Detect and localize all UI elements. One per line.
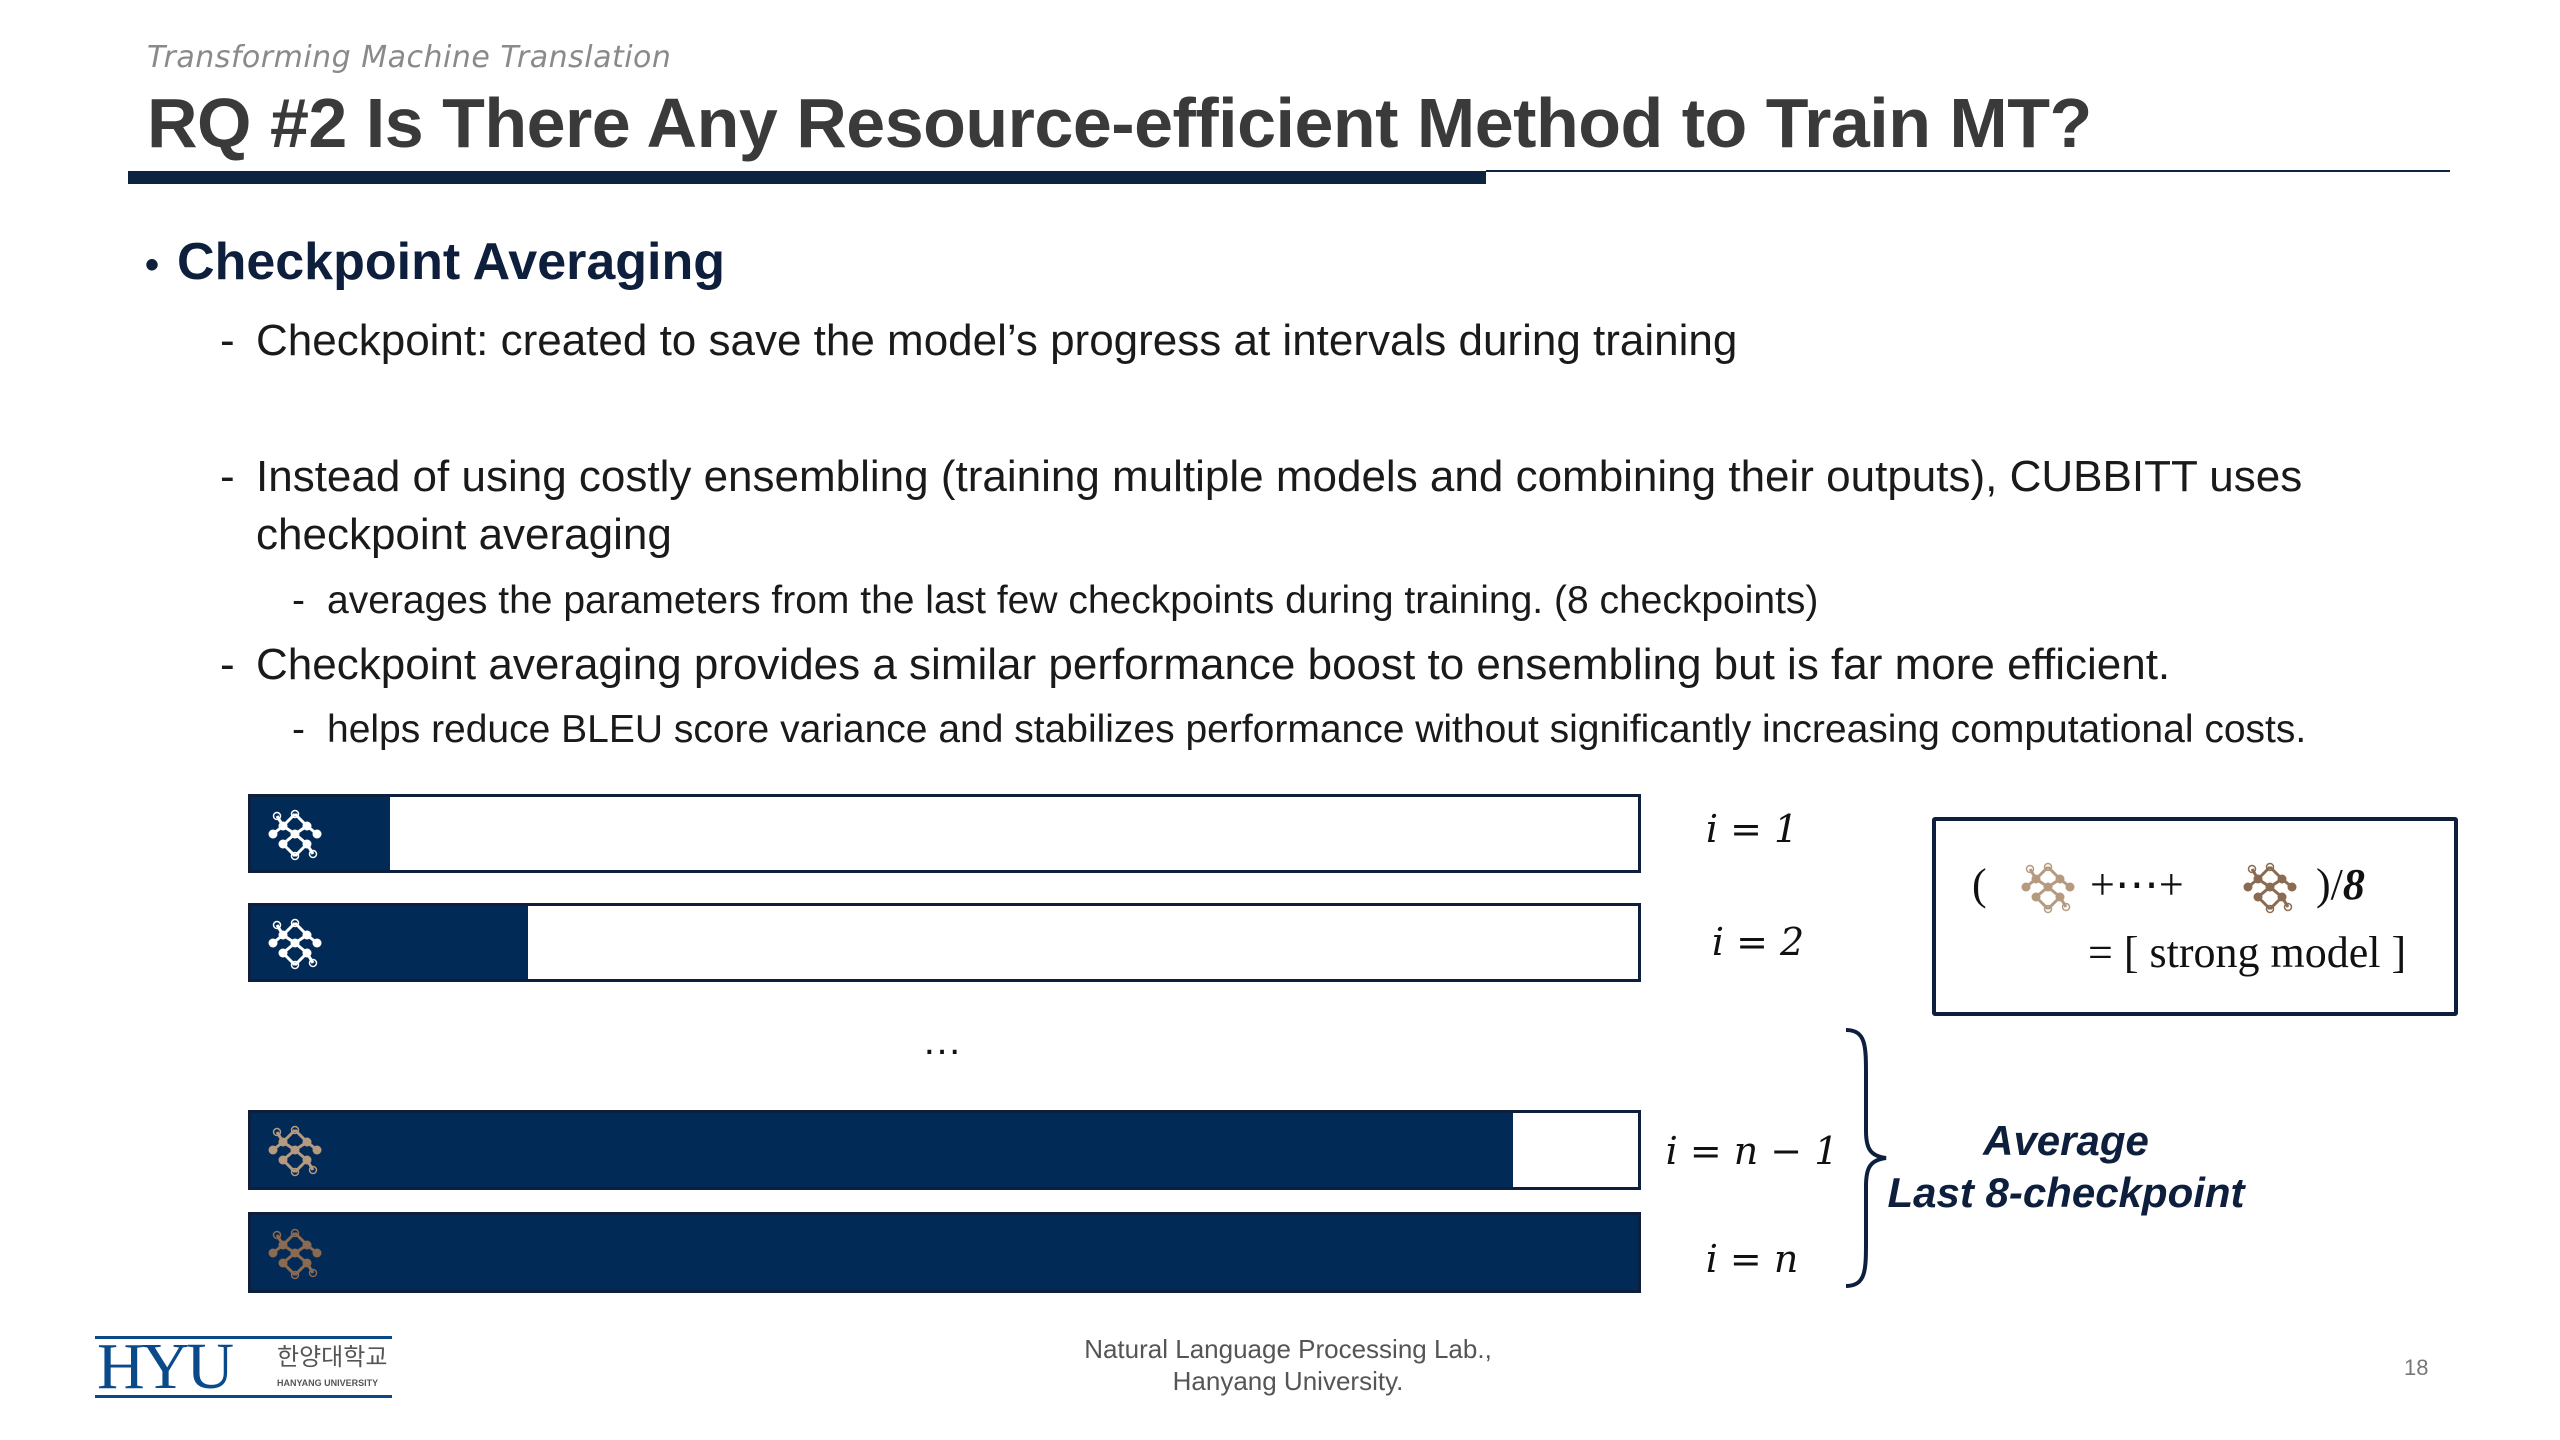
item-3: -	[220, 639, 235, 691]
item-2-sub: averages the parameters from the last fe…	[327, 579, 1819, 622]
network-icon-tan	[2021, 862, 2075, 914]
checkpoint-bar-n	[248, 1212, 1641, 1293]
sub-dash: -	[292, 708, 305, 751]
bar-label-2: i = 2	[1711, 920, 1805, 964]
formula-box: ( +⋯+ )/8 = [ strong model ]	[1932, 817, 2458, 1016]
item-1-text: Checkpoint: created to save the model’s …	[256, 316, 1738, 365]
footer-lab-line1: Natural Language Processing Lab.,	[1084, 1334, 1492, 1364]
hyu-logo: HYU 한양대학교 HANYANG UNIVERSITY	[95, 1330, 392, 1403]
item-1: -	[220, 315, 235, 367]
dash: -	[220, 316, 235, 365]
formula-close: )/8	[2316, 859, 2365, 911]
network-icon-tan	[268, 1125, 322, 1177]
sub-dash: -	[292, 579, 305, 622]
item-3-text: Checkpoint averaging provides a similar …	[256, 640, 2171, 689]
checkpoint-bar-1	[248, 794, 1641, 873]
network-icon-white	[268, 809, 322, 860]
item-2-text: Instead of using costly ensembling (trai…	[256, 452, 2303, 501]
formula-divisor: 8	[2342, 860, 2365, 909]
average-caption: Average Last 8-checkpoint	[1887, 1115, 2244, 1219]
network-icon-brown	[268, 1228, 322, 1279]
formula-plus-dots: +⋯+	[2090, 860, 2184, 909]
logo-english: HANYANG UNIVERSITY	[277, 1378, 379, 1388]
bar-label-1: i = 1	[1705, 807, 1799, 851]
dash: -	[220, 640, 235, 689]
formula-open-paren: (	[1972, 860, 1987, 909]
bullet-heading: • Checkpoint Averaging	[145, 232, 725, 295]
title-underline-thick	[128, 171, 1486, 184]
ellipsis: …	[922, 1019, 962, 1063]
checkpoint-bar-n-minus-1	[248, 1110, 1641, 1190]
network-icon-brown	[2243, 862, 2297, 914]
bullet-heading-text: Checkpoint Averaging	[177, 233, 726, 291]
title-underline-thin	[1486, 170, 2450, 172]
curly-brace	[1845, 1028, 1887, 1288]
logo-hyu-text: HYU	[97, 1330, 234, 1403]
dash: -	[220, 452, 235, 501]
item-2: -	[220, 451, 235, 503]
average-line-2: Last 8-checkpoint	[1887, 1169, 2245, 1216]
footer-lab-line2: Hanyang University.	[1172, 1366, 1404, 1396]
average-line-1: Average	[1983, 1117, 2149, 1164]
checkpoint-bar-fill	[251, 1215, 1638, 1290]
section-kicker: Transforming Machine Translation	[147, 40, 672, 75]
formula-result: = [ strong model ]	[2088, 928, 2407, 977]
checkpoint-bar-fill	[251, 1113, 1514, 1187]
item-2-text-cont: checkpoint averaging	[256, 510, 672, 559]
network-icon-white	[268, 918, 322, 969]
item-3-sub: helps reduce BLEU score variance and sta…	[327, 708, 2307, 751]
checkpoint-bar-2	[248, 903, 1641, 982]
page-number: 18	[2404, 1355, 2429, 1380]
bullet-dot: •	[145, 243, 160, 288]
bar-label-n-minus-1: i = n − 1	[1665, 1129, 1839, 1173]
bar-label-n: i = n	[1705, 1237, 1799, 1281]
footer-lab: Natural Language Processing Lab., Hanyan…	[1084, 1333, 1492, 1397]
formula-close-paren: )/	[2316, 860, 2343, 909]
slide-title: RQ #2 Is There Any Resource-efficient Me…	[147, 84, 2092, 162]
logo-korean: 한양대학교	[277, 1344, 388, 1371]
